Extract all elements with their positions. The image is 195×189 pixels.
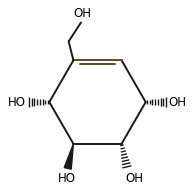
Text: HO: HO [8,96,26,108]
Text: OH: OH [73,7,91,20]
Text: OH: OH [126,172,144,185]
Text: HO: HO [58,172,76,185]
Text: OH: OH [169,96,187,108]
Polygon shape [64,144,73,169]
